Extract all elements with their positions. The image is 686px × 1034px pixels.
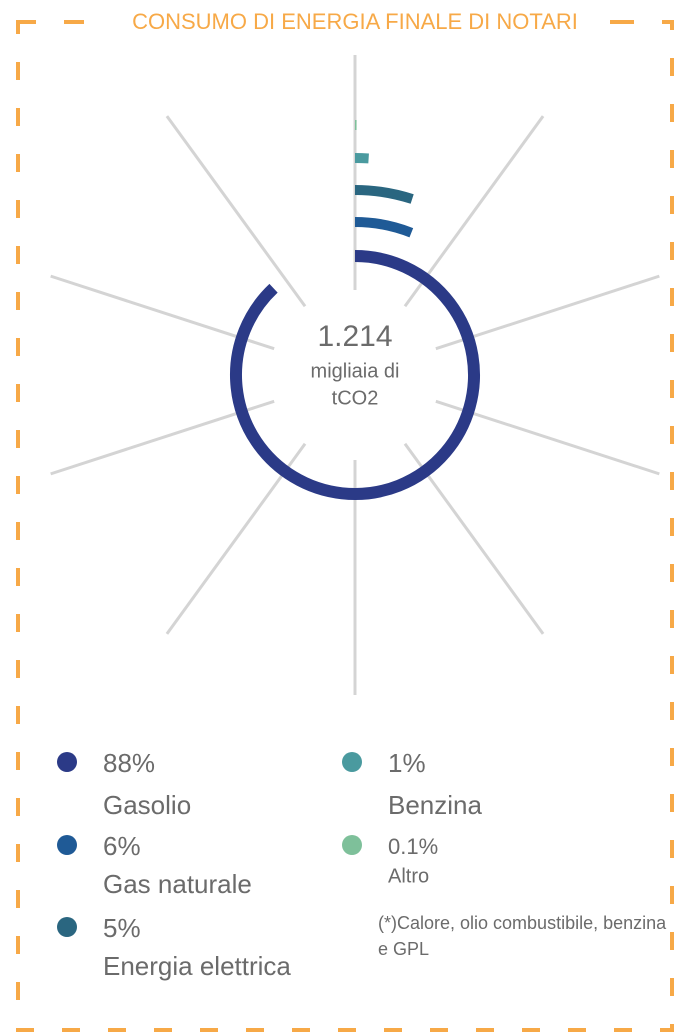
legend-dot [342,752,362,772]
legend-dot [57,835,77,855]
legend: 88% Gasolio 6% Gas naturale 5% Energia elettr… [57,748,482,981]
legend-label: Benzina [388,790,482,820]
legend-label: Energia elettrica [103,951,291,981]
unit-line: tCO2 [332,387,379,409]
total: 1.214 [317,320,392,353]
unit-line: migliaia di [311,360,400,382]
radial-bar [354,185,414,204]
spoke [165,115,307,308]
radial-bar [354,217,414,238]
legend-value: 0.1% [388,834,438,859]
footnote: (*)Calore, olio combustibile, benzina e … [378,913,667,959]
legend-value: 6% [103,831,141,861]
arcs [230,120,480,500]
legend-label: Gasolio [103,790,191,820]
legend-value: 1% [388,748,426,778]
legend-label: Altro [388,865,429,887]
title-backdrop [90,8,630,38]
legend-dot [57,917,77,937]
legend-value: 88% [103,748,155,778]
legend-label: Gas naturale [103,869,252,899]
legend-value: 5% [103,913,141,943]
legend-dot [342,835,362,855]
legend-dot [57,752,77,772]
chart-title: CONSUMO DI ENERGIA FINALE DI NOTARI [132,9,578,34]
radial-bar [230,250,480,500]
